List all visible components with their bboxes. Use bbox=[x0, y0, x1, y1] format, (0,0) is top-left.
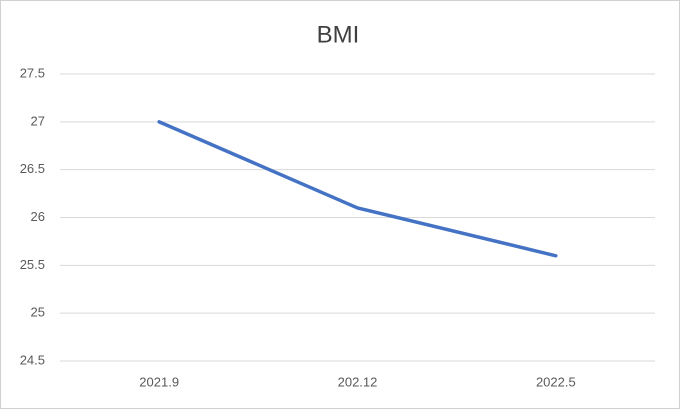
line-series bbox=[157, 120, 558, 258]
chart-title: BMI bbox=[317, 21, 360, 48]
x-tick-label: 202.12 bbox=[338, 374, 378, 389]
y-tick-label: 26 bbox=[31, 209, 45, 224]
y-tick-label: 25.5 bbox=[20, 257, 45, 272]
y-tick-label: 25 bbox=[31, 305, 45, 320]
x-tick-label: 2022.5 bbox=[536, 374, 576, 389]
y-tick-label: 26.5 bbox=[20, 161, 45, 176]
y-tick-label: 27 bbox=[31, 113, 45, 128]
y-tick-label: 27.5 bbox=[20, 65, 45, 80]
y-tick-label: 24.5 bbox=[20, 352, 45, 367]
x-tick-label: 2021.9 bbox=[139, 374, 179, 389]
